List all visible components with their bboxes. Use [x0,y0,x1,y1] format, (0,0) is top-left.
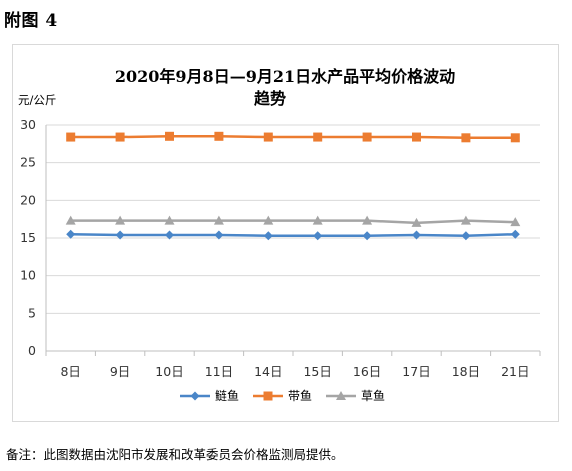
data-point [362,132,372,142]
source-note: 备注：此图数据由沈阳市发展和改革委员会价格监测局提供。 [6,447,344,462]
data-point [510,133,520,143]
data-point [115,132,125,142]
data-point [263,132,273,142]
legend-marker [190,391,200,401]
data-point [65,215,76,225]
x-tick-label: 15日 [303,364,331,379]
chart-title-line-1: 2020年9月8日—9月21日水产品平均价格波动 [115,67,455,86]
x-tick-label: 10日 [155,364,183,379]
data-point [66,132,76,142]
data-point [213,215,224,225]
legend-marker [263,391,273,401]
data-point [165,131,174,141]
data-point [115,215,126,225]
data-point [460,215,471,225]
data-point [214,230,224,240]
data-point [312,215,323,225]
x-tick-label: 21日 [501,364,529,379]
data-point [313,132,323,142]
data-point [412,132,421,142]
series-line [70,232,516,237]
x-tick-label: 17日 [402,364,430,379]
data-point [461,231,471,241]
series-line [70,135,516,140]
data-point [510,229,520,239]
data-point [411,217,422,227]
legend-label: 草鱼 [361,389,385,403]
data-point [362,231,372,241]
y-tick-label: 10 [20,268,36,283]
data-point [461,133,471,143]
data-point [115,230,125,240]
y-tick-label: 25 [20,155,36,170]
data-point [362,215,373,225]
data-point [412,230,421,240]
x-tick-label: 18日 [452,364,480,379]
data-point [214,131,224,141]
chart-frame [12,44,559,422]
data-point [263,231,273,241]
y-axis-unit-label: 元/公斤 [18,93,56,107]
figure-heading: 附图 4 [4,11,58,31]
y-tick-label: 15 [20,230,36,245]
data-point [313,231,323,241]
series-lines [65,131,521,241]
data-point [263,215,274,225]
x-tick-label: 16日 [353,364,381,379]
legend-label: 鲢鱼 [215,388,239,403]
y-tick-label: 30 [20,117,36,132]
legend-marker [336,391,346,400]
legend: 鲢鱼 带鱼 草鱼 [180,388,385,403]
axes: 0 5 10 15 20 25 30 8日 9日 10日 11日 14日 15日 16日 17日 18日 21日 [20,117,541,379]
data-point [510,217,521,227]
y-tick-label: 20 [20,192,36,207]
gridlines [46,124,540,314]
data-point [66,229,76,239]
x-tick-label: 9日 [110,364,130,379]
series-line [70,219,516,225]
y-tick-label: 5 [28,305,36,320]
y-tick-label: 0 [28,343,36,358]
data-point [165,230,174,240]
legend-label: 带鱼 [288,389,312,403]
x-tick-label: 8日 [60,364,80,379]
data-point [164,215,175,225]
x-tick-label: 11日 [205,364,233,379]
chart-title-line-2: 趋势 [254,89,286,108]
x-tick-label: 14日 [254,364,282,379]
